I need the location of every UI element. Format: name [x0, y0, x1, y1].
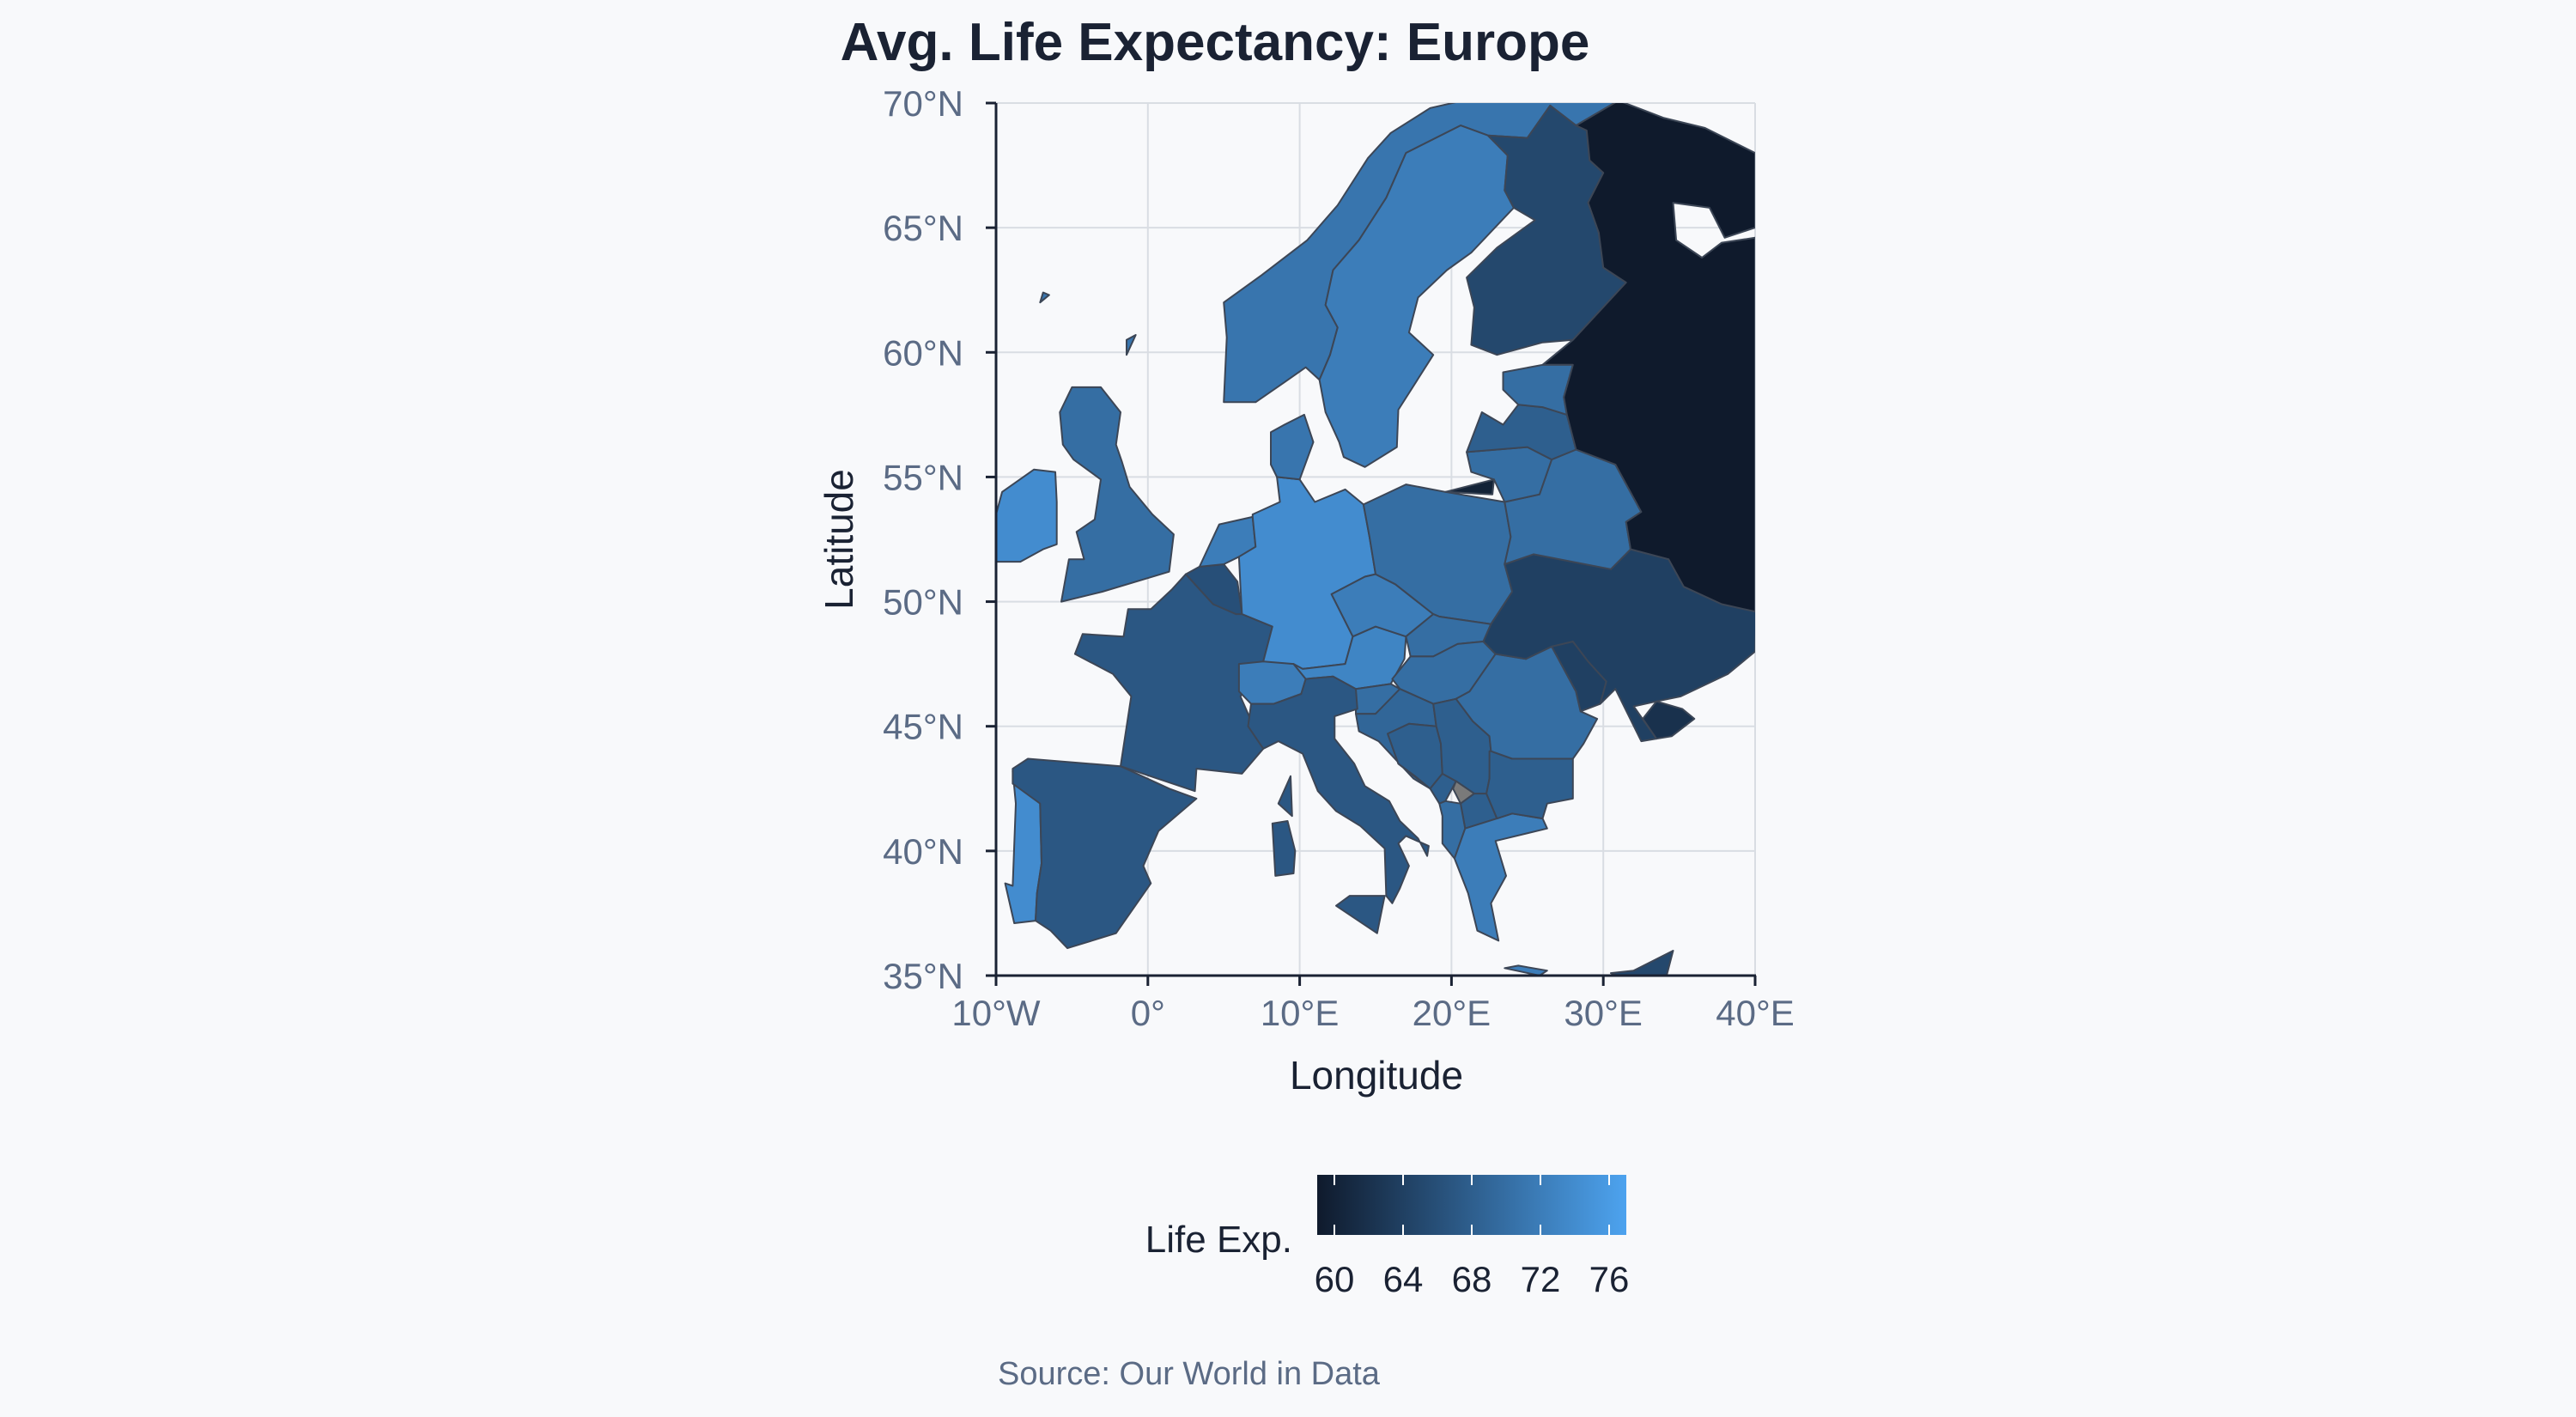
y-tick-label: 35°N: [883, 956, 963, 996]
x-axis-label: Longitude: [1290, 1053, 1463, 1098]
y-tick-label: 60°N: [883, 332, 963, 373]
legend-tick-label: 64: [1383, 1259, 1424, 1299]
country-region: [1429, 772, 1457, 805]
y-axis-label: Latitude: [817, 469, 861, 610]
y-tick-label: 55°N: [883, 457, 963, 497]
country-region: [1335, 895, 1386, 934]
country-region: [1502, 363, 1574, 416]
country-region: [1012, 757, 1198, 950]
x-tick-label: 30°E: [1564, 993, 1643, 1033]
country-region: [1453, 812, 1548, 942]
legend-tick-label: 60: [1315, 1259, 1355, 1299]
y-axis-ticks: 35°N 40°N 45°N 50°N 55°N 60°N 65°N 70°N: [883, 83, 996, 996]
country-region: [1541, 103, 1755, 613]
country-region: [1270, 413, 1315, 481]
x-tick-label: 40°E: [1716, 993, 1795, 1033]
country-region: [1485, 750, 1574, 820]
y-tick-label: 40°N: [883, 831, 963, 872]
legend-title: Life Exp.: [1145, 1219, 1292, 1261]
country-region: [1642, 700, 1696, 740]
y-tick-label: 65°N: [883, 208, 963, 248]
country-region: [1271, 820, 1297, 877]
country-region: [1504, 964, 1548, 976]
country-region: [996, 468, 1058, 563]
map-regions: [996, 103, 1755, 976]
color-legend: Life Exp. 60 64 68 72 76: [1145, 1175, 1630, 1299]
country-region: [1126, 334, 1137, 356]
chart-title: Avg. Life Expectancy: Europe: [841, 13, 1590, 72]
country-region: [1039, 291, 1050, 304]
country-region: [1059, 386, 1175, 603]
axes: [994, 103, 1756, 977]
x-axis-ticks: 10°W 0° 10°E 20°E 30°E 40°E: [951, 976, 1795, 1033]
y-tick-label: 45°N: [883, 707, 963, 747]
y-tick-label: 70°N: [883, 83, 963, 124]
y-tick-label: 50°N: [883, 582, 963, 623]
legend-tick-label: 76: [1589, 1259, 1630, 1299]
legend-tick-label: 72: [1521, 1259, 1561, 1299]
country-region: [1444, 478, 1495, 496]
source-caption: Source: Our World in Data: [998, 1356, 1381, 1392]
country-region: [1277, 775, 1293, 818]
x-tick-label: 10°E: [1261, 993, 1340, 1033]
country-region: [1610, 950, 1674, 976]
x-tick-label: 0°: [1131, 993, 1165, 1033]
legend-ticks: 60 64 68 72 76: [1315, 1175, 1630, 1299]
x-tick-label: 10°W: [951, 993, 1041, 1033]
x-tick-label: 20°E: [1413, 993, 1492, 1033]
country-region: [1247, 675, 1430, 904]
legend-tick-label: 68: [1452, 1259, 1492, 1299]
